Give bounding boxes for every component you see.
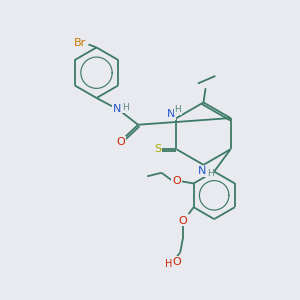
Text: N: N bbox=[167, 110, 175, 119]
Text: H: H bbox=[165, 259, 172, 269]
Text: Br: Br bbox=[74, 38, 86, 48]
Text: N: N bbox=[198, 167, 206, 176]
Text: O: O bbox=[116, 137, 125, 147]
Text: H: H bbox=[122, 103, 128, 112]
Text: O: O bbox=[173, 257, 182, 267]
Text: N: N bbox=[112, 104, 121, 114]
Text: H: H bbox=[175, 105, 181, 114]
Text: H: H bbox=[207, 169, 213, 178]
Text: S: S bbox=[154, 144, 162, 154]
Text: O: O bbox=[179, 216, 188, 226]
Text: O: O bbox=[172, 176, 181, 186]
